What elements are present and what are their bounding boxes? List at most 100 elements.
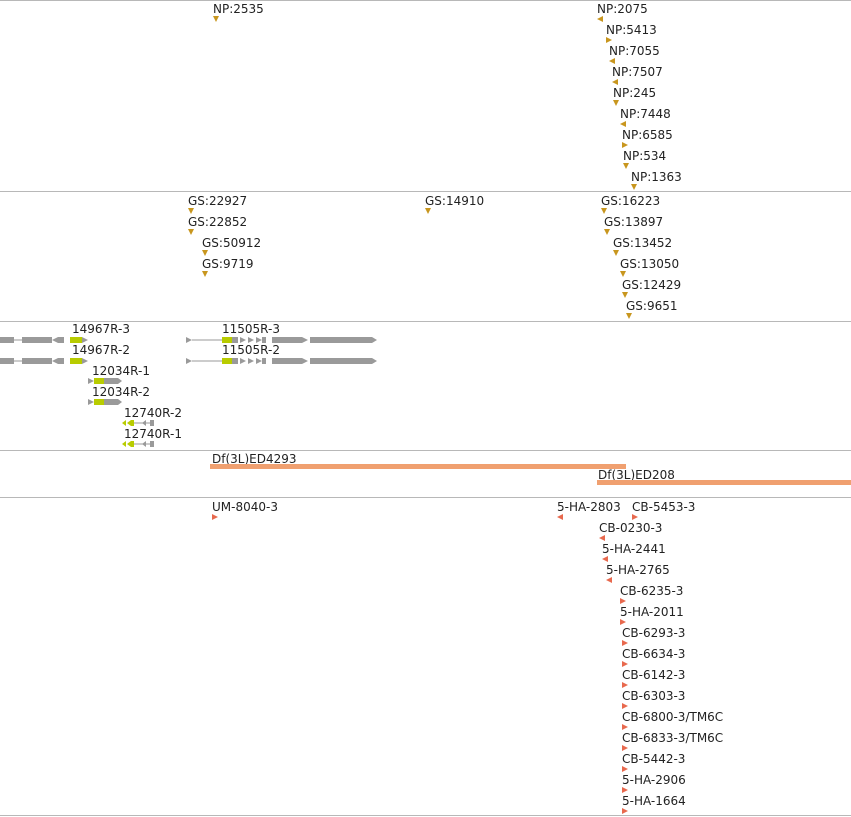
insertion-icon xyxy=(622,787,628,793)
marker-icon xyxy=(188,208,194,214)
np-label: NP:5413 xyxy=(606,23,657,37)
marker-icon xyxy=(202,250,208,256)
transcript-model[interactable] xyxy=(122,440,156,448)
insertion-label: CB-5453-3 xyxy=(632,500,696,514)
np-track: NP:2535 NP:2075 NP:5413 NP:7055 NP:7507 … xyxy=(0,0,851,191)
gs-label: GS:12429 xyxy=(622,278,682,292)
insertion-label: 5-HA-2765 xyxy=(606,563,670,577)
insertion-label: CB-6634-3 xyxy=(622,647,686,661)
np-label: NP:1363 xyxy=(631,170,682,184)
deficiency-label[interactable]: Df(3L)ED4293 xyxy=(212,452,297,466)
transcript-label[interactable]: 11505R-2 xyxy=(222,343,280,357)
marker-icon xyxy=(622,142,628,148)
marker-icon xyxy=(620,271,626,277)
insertion-icon xyxy=(557,514,563,520)
insertion-label: CB-0230-3 xyxy=(599,521,663,535)
gs-label: GS:13897 xyxy=(604,215,664,229)
track-divider xyxy=(0,321,851,322)
transcript-label[interactable]: 14967R-2 xyxy=(72,343,130,357)
insertion-label: CB-6833-3/TM6C xyxy=(622,731,724,745)
gs-label: GS:22927 xyxy=(188,194,248,208)
marker-icon xyxy=(604,229,610,235)
insertion-label: CB-6800-3/TM6C xyxy=(622,710,724,724)
insertion-icon xyxy=(620,598,626,604)
insertion-icon xyxy=(212,514,218,520)
insertion-label: CB-6293-3 xyxy=(622,626,686,640)
marker-icon xyxy=(631,184,637,190)
insertion-label: 5-HA-2906 xyxy=(622,773,686,787)
marker-icon xyxy=(601,208,607,214)
insertion-label: CB-5442-3 xyxy=(622,752,686,766)
marker-icon xyxy=(213,16,219,22)
insertion-label: CB-6303-3 xyxy=(622,689,686,703)
gs-label: GS:22852 xyxy=(188,215,248,229)
deficiency-label[interactable]: Df(3L)ED208 xyxy=(598,468,675,482)
insertion-icon xyxy=(620,619,626,625)
transcript-label[interactable]: 12740R-2 xyxy=(124,406,182,420)
gs-label: GS:50912 xyxy=(202,236,262,250)
np-label: NP:7507 xyxy=(612,65,663,79)
gs-track: GS:22927 GS:22852 GS:50912 GS:9719 GS:14… xyxy=(0,191,851,321)
insertion-icon xyxy=(622,724,628,730)
insertion-label: CB-6235-3 xyxy=(620,584,684,598)
np-label: NP:7448 xyxy=(620,107,671,121)
marker-icon xyxy=(202,271,208,277)
marker-icon xyxy=(425,208,431,214)
marker-icon xyxy=(606,37,612,43)
transcript-label[interactable]: 14967R-3 xyxy=(72,322,130,336)
track-divider xyxy=(0,0,851,1)
deficiency-bar[interactable] xyxy=(597,480,851,485)
marker-icon xyxy=(623,163,629,169)
insertion-icon xyxy=(622,766,628,772)
transcript-model[interactable] xyxy=(0,336,90,344)
gs-label: GS:13050 xyxy=(620,257,680,271)
transcript-model[interactable] xyxy=(0,357,90,365)
track-divider xyxy=(0,815,851,816)
transcript-model[interactable] xyxy=(88,377,122,385)
np-label: NP:534 xyxy=(623,149,667,163)
marker-icon xyxy=(613,250,619,256)
gs-label: GS:16223 xyxy=(601,194,661,208)
insertion-label: UM-8040-3 xyxy=(212,500,278,514)
transcript-model[interactable] xyxy=(186,336,378,344)
gs-label: GS:14910 xyxy=(425,194,485,208)
insertion-icon xyxy=(622,640,628,646)
insertion-icon xyxy=(606,577,612,583)
marker-icon xyxy=(597,16,603,22)
marker-icon xyxy=(609,58,615,64)
np-label: NP:6585 xyxy=(622,128,673,142)
np-label: NP:2075 xyxy=(597,2,648,16)
deficiency-bar[interactable] xyxy=(210,464,626,469)
np-label: NP:245 xyxy=(613,86,657,100)
transcript-label[interactable]: 12740R-1 xyxy=(124,427,182,441)
transcript-track: 14967R-3 14967R-2 12034R-1 12034R-2 1274… xyxy=(0,321,851,450)
track-divider xyxy=(0,191,851,192)
insertion-icon xyxy=(622,745,628,751)
marker-icon xyxy=(188,229,194,235)
np-label: NP:2535 xyxy=(213,2,264,16)
transcript-label[interactable]: 11505R-3 xyxy=(222,322,280,336)
np-label: NP:7055 xyxy=(609,44,660,58)
insertion-icon xyxy=(632,514,638,520)
insertion-label: 5-HA-2011 xyxy=(620,605,684,619)
insertion-track: UM-8040-3 5-HA-2803 CB-5453-3 CB-0230-3 … xyxy=(0,497,851,815)
gs-label: GS:9719 xyxy=(202,257,254,271)
marker-icon xyxy=(622,292,628,298)
transcript-model[interactable] xyxy=(88,398,122,406)
deficiency-track: Df(3L)ED4293 Df(3L)ED208 xyxy=(0,450,851,497)
transcript-model[interactable] xyxy=(186,357,378,365)
transcript-label[interactable]: 12034R-1 xyxy=(92,364,150,378)
insertion-label: CB-6142-3 xyxy=(622,668,686,682)
marker-icon xyxy=(620,121,626,127)
insertion-icon xyxy=(602,556,608,562)
transcript-model[interactable] xyxy=(122,419,156,427)
transcript-label[interactable]: 12034R-2 xyxy=(92,385,150,399)
gs-label: GS:13452 xyxy=(613,236,673,250)
insertion-label: 5-HA-2803 xyxy=(557,500,621,514)
track-divider xyxy=(0,497,851,498)
insertion-icon xyxy=(622,808,628,814)
marker-icon xyxy=(613,100,619,106)
insertion-icon xyxy=(622,661,628,667)
gs-label: GS:9651 xyxy=(626,299,678,313)
insertion-label: 5-HA-1664 xyxy=(622,794,686,808)
